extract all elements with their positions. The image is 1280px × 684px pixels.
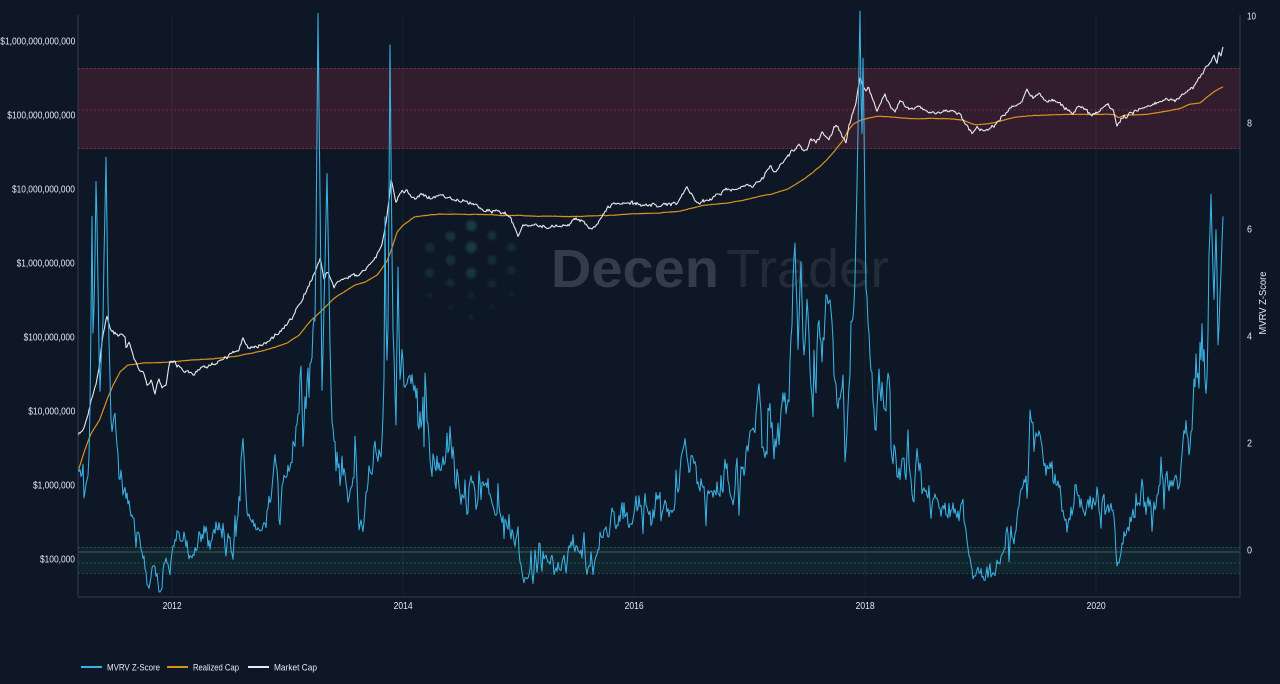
svg-text:$100,000: $100,000 — [40, 555, 75, 566]
svg-text:$100,000,000: $100,000,000 — [24, 333, 75, 344]
svg-text:2018: 2018 — [856, 601, 875, 612]
svg-text:2014: 2014 — [394, 601, 413, 612]
svg-text:$1,000,000: $1,000,000 — [33, 481, 75, 492]
svg-text:Realized Cap: Realized Cap — [193, 663, 239, 674]
svg-text:2020: 2020 — [1087, 601, 1106, 612]
svg-text:2: 2 — [1247, 439, 1252, 450]
svg-text:8: 8 — [1247, 119, 1252, 130]
svg-text:$10,000,000,000: $10,000,000,000 — [12, 185, 75, 196]
svg-text:0: 0 — [1247, 546, 1252, 557]
svg-text:Decen: Decen — [551, 239, 719, 299]
svg-text:$1,000,000,000: $1,000,000,000 — [17, 259, 75, 270]
svg-text:Trader: Trader — [726, 239, 889, 299]
svg-text:$1,000,000,000,000: $1,000,000,000,000 — [0, 37, 75, 48]
svg-text:Market Cap: Market Cap — [274, 663, 317, 674]
svg-text:2012: 2012 — [163, 601, 182, 612]
svg-text:4: 4 — [1247, 332, 1252, 343]
svg-text:10: 10 — [1247, 12, 1256, 23]
svg-text:MVRV Z-Score: MVRV Z-Score — [1258, 271, 1269, 334]
svg-text:2016: 2016 — [625, 601, 644, 612]
svg-text:6: 6 — [1247, 225, 1252, 236]
svg-text:$100,000,000,000: $100,000,000,000 — [7, 111, 75, 122]
svg-text:MVRV Z-Score: MVRV Z-Score — [107, 663, 160, 674]
svg-text:$10,000,000: $10,000,000 — [28, 407, 75, 418]
